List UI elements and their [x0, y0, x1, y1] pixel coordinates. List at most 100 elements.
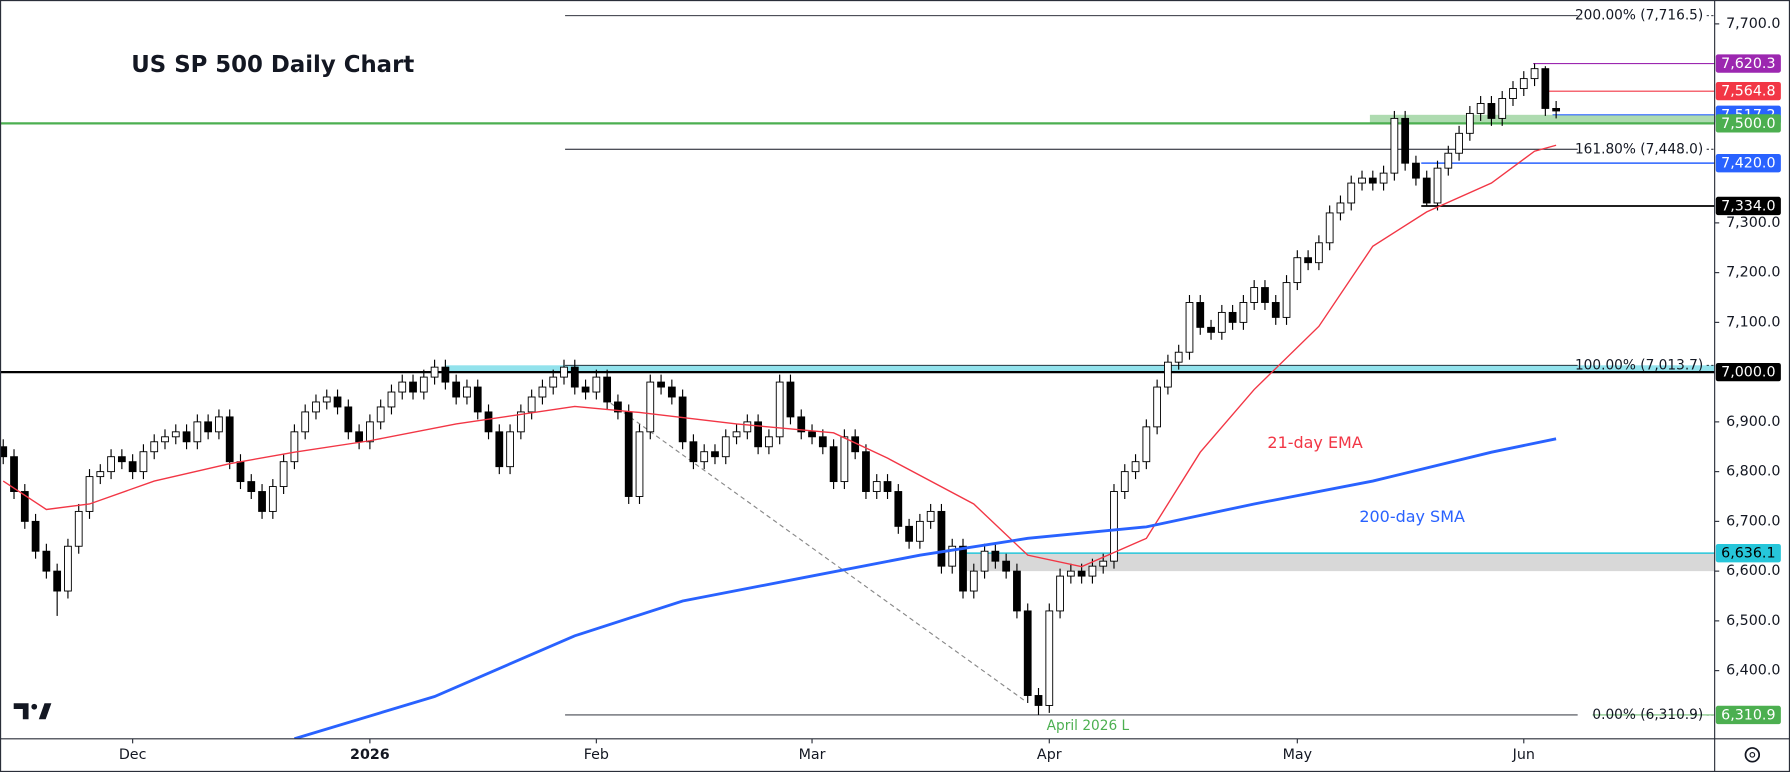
candle-body — [667, 386, 676, 398]
y-tick-label: 7,100.0 — [1726, 314, 1780, 330]
candle-body — [193, 421, 202, 443]
candle-body — [1261, 287, 1269, 303]
settings-icon[interactable] — [1744, 747, 1761, 763]
candle-body — [96, 471, 105, 478]
resistance-zone — [1369, 114, 1715, 124]
candle-body — [915, 520, 924, 542]
candle-body — [1509, 88, 1517, 99]
y-tick-label: 7,300.0 — [1726, 215, 1780, 231]
candle-body — [786, 381, 795, 418]
candle-body — [268, 486, 277, 512]
candle-body — [1034, 695, 1043, 706]
candle-body — [1530, 68, 1539, 80]
candle-body — [1217, 311, 1226, 333]
candle-body — [1164, 361, 1172, 388]
price-label-box — [1715, 544, 1781, 563]
price-label-box — [1715, 196, 1781, 216]
candle-body — [1002, 560, 1011, 572]
candle-body — [74, 510, 83, 547]
candle-body — [969, 570, 978, 592]
price-label-box — [1715, 81, 1781, 101]
candle-body — [732, 431, 741, 438]
candle-body — [355, 431, 363, 443]
candle-body — [592, 376, 601, 393]
candle-body — [581, 386, 590, 393]
candle-body — [225, 416, 234, 463]
candle-body — [948, 545, 957, 567]
price-label-box — [1715, 114, 1781, 133]
candle-body — [53, 570, 62, 592]
candle-body — [1045, 610, 1054, 706]
tv-logo — [13, 703, 52, 720]
candle-body — [1196, 302, 1205, 328]
price-label: 6,636.1 — [1721, 546, 1775, 562]
candle-body — [0, 446, 8, 458]
candle-body — [419, 376, 428, 393]
candle-body — [560, 366, 568, 378]
candle-body — [743, 421, 752, 433]
candle-body — [20, 491, 29, 522]
candle-body — [991, 550, 1000, 562]
low-annotation: April 2026 L — [1047, 718, 1130, 734]
candle-body — [204, 421, 213, 433]
candle-body — [258, 491, 266, 512]
candle-body — [926, 510, 935, 522]
candle-body — [775, 381, 784, 438]
candle-body — [1347, 182, 1356, 204]
candle-body — [570, 366, 579, 388]
candle-body — [64, 545, 72, 592]
ema-label: 21-day EMA — [1267, 433, 1362, 452]
price-label-box — [1715, 54, 1781, 73]
price-label: 7,420.0 — [1721, 156, 1775, 172]
y-tick-label: 6,900.0 — [1726, 414, 1780, 430]
candle-body — [614, 401, 622, 413]
candle-body — [840, 436, 849, 483]
candle-body — [883, 481, 892, 492]
candle-body — [1358, 177, 1366, 184]
candle-body — [215, 416, 223, 433]
candle-body — [721, 436, 730, 458]
fib-label: 200.00% (7,716.5) — [1575, 8, 1703, 24]
candle-body — [829, 446, 838, 483]
candle-body — [1368, 177, 1377, 184]
candle-body — [527, 396, 536, 413]
candle-body — [657, 381, 665, 388]
candle-body — [1498, 98, 1507, 119]
candle-body — [182, 431, 191, 443]
price-label: 7,500.0 — [1721, 116, 1775, 132]
candle-body — [1088, 565, 1097, 577]
candle-body — [171, 431, 180, 438]
fib-label: 161.80% (7,448.0) — [1575, 141, 1703, 157]
candle-body — [1013, 570, 1021, 612]
candle-body — [312, 401, 320, 413]
candle-body — [1174, 351, 1183, 363]
price-label: 7,000.0 — [1721, 365, 1775, 381]
candle-body — [754, 421, 762, 448]
candle-body — [1465, 112, 1474, 134]
candle-body — [1099, 560, 1108, 567]
candle-body — [1444, 152, 1453, 169]
candle-body — [808, 431, 816, 438]
candle-body — [430, 366, 439, 378]
candle-body — [624, 411, 633, 497]
candle-body — [1304, 257, 1312, 264]
candle-body — [1077, 570, 1086, 577]
candle-body — [937, 510, 946, 567]
candle-body — [1066, 570, 1075, 577]
y-tick-label: 6,500.0 — [1726, 613, 1780, 629]
candle-body — [333, 396, 342, 408]
candle-body — [1433, 167, 1442, 204]
y-tick-label: 6,700.0 — [1726, 513, 1780, 529]
candle-body — [322, 396, 331, 403]
candle-body — [1455, 132, 1463, 154]
candle-body — [1250, 287, 1259, 303]
candle-body — [1315, 242, 1323, 264]
trendline — [610, 402, 1026, 702]
x-tick-label: Jun — [1512, 747, 1535, 763]
candle-body — [1293, 257, 1302, 284]
candle-body — [10, 456, 18, 492]
moving-average — [294, 437, 1557, 739]
plot-area — [0, 15, 1715, 739]
candle-body — [1379, 172, 1388, 184]
